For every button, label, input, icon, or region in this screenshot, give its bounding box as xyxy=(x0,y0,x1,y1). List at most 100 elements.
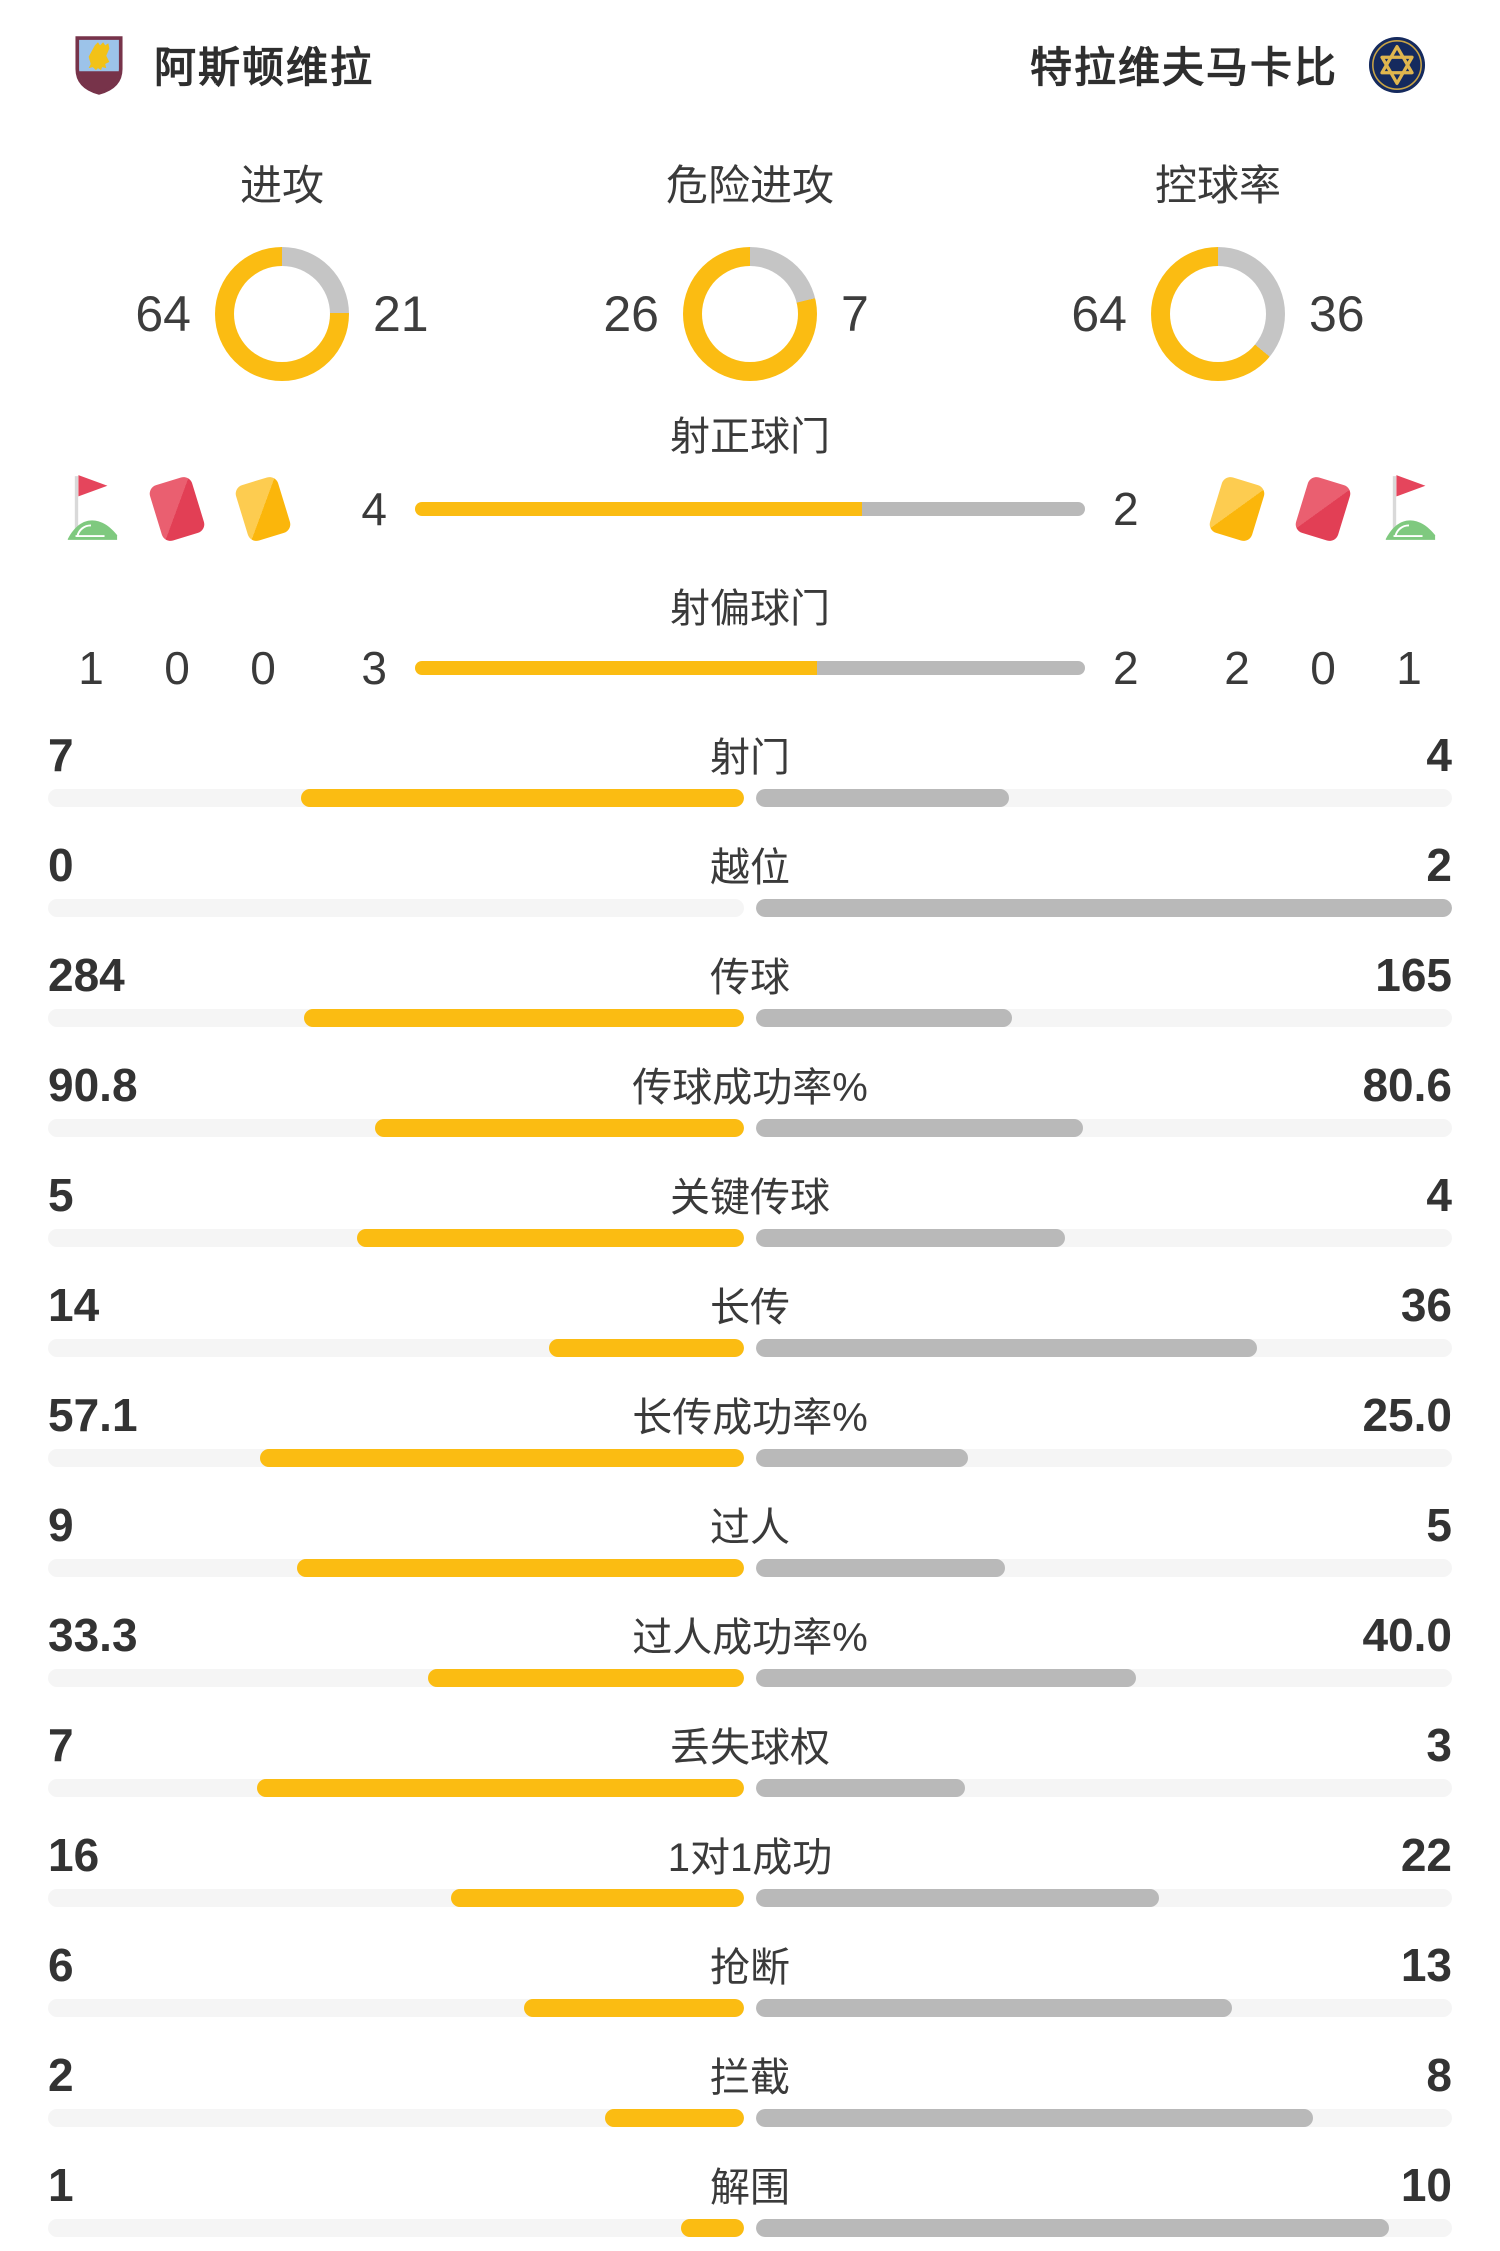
stat-row: 5 关键传球 4 xyxy=(48,1151,1452,1261)
home-yellow-cards-count: 0 xyxy=(250,642,276,694)
donut-away-value: 21 xyxy=(373,286,429,342)
home-bar-track xyxy=(48,789,744,807)
home-bar-track xyxy=(48,1229,744,1247)
home-team-name[interactable]: 阿斯顿维拉 xyxy=(154,44,375,91)
stat-home-value: 33.3 xyxy=(48,1609,138,1661)
stat-row: 7 射门 4 xyxy=(48,711,1452,821)
away-bar-track xyxy=(756,1229,1452,1247)
home-red-card-icon xyxy=(134,465,220,553)
stat-home-value: 5 xyxy=(48,1169,74,1221)
stat-home-value: 14 xyxy=(48,1279,100,1331)
home-bar-track xyxy=(48,2109,744,2127)
dangerous-attacks-donut-chart xyxy=(683,247,817,381)
shots-off-target-away-value: 2 xyxy=(1113,642,1139,694)
away-bar-fill xyxy=(756,1999,1233,2017)
stat-home-value: 1 xyxy=(48,2159,74,2211)
stat-away-value: 165 xyxy=(1375,949,1452,1001)
home-bar-fill xyxy=(256,1779,744,1797)
home-yellow-card-icon xyxy=(220,465,306,553)
stat-row: 0 越位 2 xyxy=(48,821,1452,931)
donut-away-value: 7 xyxy=(841,286,869,342)
away-bar-fill xyxy=(756,1009,1012,1027)
stat-label: 抢断 xyxy=(710,1946,790,1990)
away-bar-fill xyxy=(756,1779,965,1797)
stat-row: 7 丢失球权 3 xyxy=(48,1701,1452,1811)
stat-home-value: 16 xyxy=(48,1829,100,1881)
attacks-donut-chart xyxy=(215,247,349,381)
donut-hole xyxy=(702,266,798,362)
away-bar-track xyxy=(756,1119,1452,1137)
away-bar-track xyxy=(756,2109,1452,2127)
stat-comparison-bar xyxy=(48,1339,1452,1357)
stat-away-value: 13 xyxy=(1400,1939,1452,1991)
stat-home-value: 9 xyxy=(48,1499,74,1551)
donut-title: 危险进攻 xyxy=(665,162,834,209)
maccabi-tel-aviv-logo xyxy=(1368,36,1426,93)
home-bar-track xyxy=(48,1449,744,1467)
home-corner-flag-icon xyxy=(48,465,134,553)
home-bar-track xyxy=(48,1339,744,1357)
shots-on-target-label: 射正球门 xyxy=(670,415,830,459)
stat-row: 2 拦截 8 xyxy=(48,2031,1452,2141)
home-bar-track xyxy=(48,1669,744,1687)
donut-title: 进攻 xyxy=(239,162,324,209)
stat-home-value: 90.8 xyxy=(48,1059,138,1111)
away-bar-track xyxy=(756,1449,1452,1467)
away-bar-fill xyxy=(756,899,1452,917)
stat-label: 丢失球权 xyxy=(670,1726,830,1770)
home-team-header[interactable]: 阿斯顿维拉 xyxy=(74,34,374,95)
away-team-header[interactable]: 特拉维夫马卡比 xyxy=(1030,34,1426,95)
away-bar-fill xyxy=(756,789,1010,807)
stat-away-value: 3 xyxy=(1426,1719,1452,1771)
stat-comparison-bar xyxy=(48,1009,1452,1027)
stat-comparison-bar xyxy=(48,1779,1452,1797)
stat-row: 6 抢断 13 xyxy=(48,1921,1452,2031)
home-bar-fill xyxy=(357,1229,744,1247)
away-bar-track xyxy=(756,1999,1452,2017)
donut-away-value: 36 xyxy=(1309,286,1365,342)
home-bar-fill xyxy=(450,1889,744,1907)
away-bar-track xyxy=(756,2219,1452,2237)
home-bar-fill xyxy=(427,1669,744,1687)
stat-away-value: 8 xyxy=(1426,2049,1452,2101)
home-bar-track xyxy=(48,1559,744,1577)
stat-away-value: 5 xyxy=(1426,1499,1452,1551)
away-team-name[interactable]: 特拉维夫马卡比 xyxy=(1029,44,1338,91)
stat-comparison-bar xyxy=(48,1889,1452,1907)
stat-label: 解围 xyxy=(710,2166,790,2210)
stat-row: 33.3 过人成功率% 40.0 xyxy=(48,1591,1452,1701)
away-bar-track xyxy=(756,1339,1452,1357)
stat-label: 传球 xyxy=(710,956,790,1000)
stat-row: 57.1 长传成功率% 25.0 xyxy=(48,1371,1452,1481)
home-bar-fill xyxy=(375,1119,744,1137)
home-bar-fill xyxy=(301,789,744,807)
stat-row: 90.8 传球成功率% 80.6 xyxy=(48,1041,1452,1151)
away-bar-track xyxy=(756,1779,1452,1797)
home-bar-fill xyxy=(549,1339,744,1357)
home-bar-track xyxy=(48,1119,744,1137)
away-red-card-icon xyxy=(1280,465,1366,553)
away-bar-fill xyxy=(756,1119,1084,1137)
stat-away-value: 2 xyxy=(1426,839,1452,891)
stat-row: 14 长传 36 xyxy=(48,1261,1452,1371)
stat-label: 长传 xyxy=(710,1286,790,1330)
home-bar-track xyxy=(48,1779,744,1797)
stats-list: 7 射门 4 0 越位 2 284 传球 165 xyxy=(48,711,1452,2251)
shots-on-target-away-value: 2 xyxy=(1113,483,1139,535)
away-bar-track xyxy=(756,1009,1452,1027)
away-bar-track xyxy=(756,1559,1452,1577)
stat-home-value: 57.1 xyxy=(48,1389,138,1441)
stat-away-value: 10 xyxy=(1400,2159,1452,2211)
shots-off-target-row: 1 0 0 3 2 2 0 1 xyxy=(48,637,1452,699)
stat-away-value: 4 xyxy=(1426,1169,1452,1221)
donut-hole xyxy=(1170,266,1266,362)
stat-label: 射门 xyxy=(710,736,790,780)
shots-on-target-row: 4 2 xyxy=(48,465,1452,553)
stat-comparison-bar xyxy=(48,2109,1452,2127)
stat-label: 拦截 xyxy=(710,2056,790,2100)
away-bar-fill xyxy=(756,1229,1066,1247)
stat-away-value: 25.0 xyxy=(1362,1389,1452,1441)
home-bar-fill xyxy=(604,2109,744,2127)
home-bar-track xyxy=(48,1889,744,1907)
